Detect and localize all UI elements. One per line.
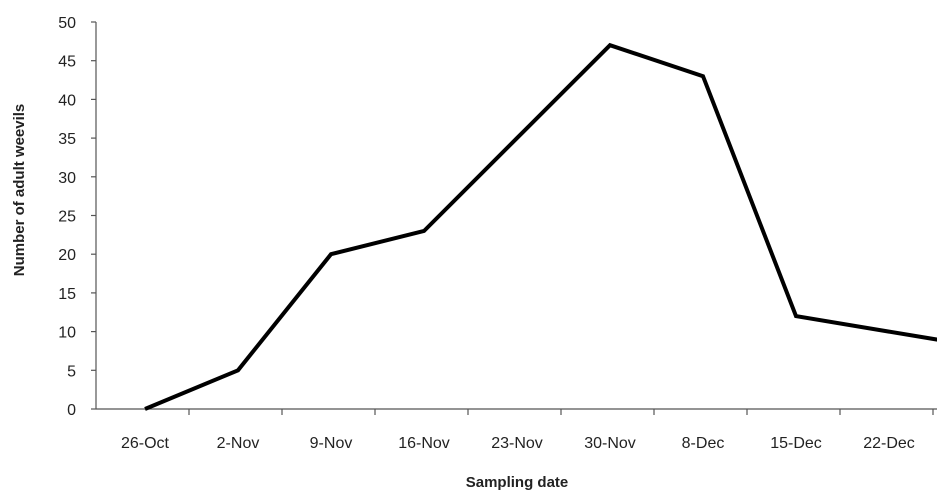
y-tick-label: 10 [58,325,76,342]
x-tick-label: 15-Dec [770,435,822,452]
y-axis-ticks: 0 5 10 15 20 25 30 35 40 45 50 [58,15,96,419]
x-tick-label: 16-Nov [398,435,450,452]
y-tick-label: 50 [58,15,76,32]
y-tick-label: 40 [58,92,76,109]
x-axis-ticks: 26-Oct 2-Nov 9-Nov 16-Nov 23-Nov 30-Nov 8-Dec 1… [121,409,934,452]
y-tick-label: 15 [58,286,76,303]
x-tick-label: 30-Nov [584,435,636,452]
x-tick-label: 26-Oct [121,435,170,452]
y-tick-label: 35 [58,131,76,148]
y-tick-label: 45 [58,54,76,71]
x-tick-label: 2-Nov [217,435,260,452]
y-tick-label: 30 [58,170,76,187]
x-axis-title: Sampling date [466,474,569,491]
x-tick-label: 9-Nov [310,435,353,452]
x-tick-label: 8-Dec [682,435,725,452]
y-tick-label: 25 [58,209,76,226]
y-tick-label: 5 [67,363,76,380]
y-tick-label: 20 [58,247,76,264]
x-tick-label: 22-Dec [863,435,915,452]
series-line [144,42,937,411]
x-tick-label: 23-Nov [491,435,543,452]
y-axis-title: Number of adult weevils [11,104,28,277]
series-layer [144,42,937,411]
y-tick-label: 0 [67,402,76,419]
